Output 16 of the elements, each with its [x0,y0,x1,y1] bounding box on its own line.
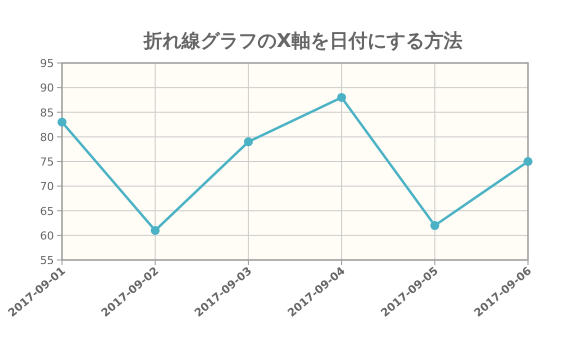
y-tick-label: 70 [40,180,54,194]
y-tick-label: 65 [40,204,54,218]
y-tick-label: 95 [40,57,54,70]
y-tick-label: 85 [40,106,54,120]
y-tick-label: 55 [40,254,54,267]
y-tick-label: 60 [40,229,54,242]
point [430,221,440,230]
point [244,137,253,146]
point [337,92,346,102]
y-tick-label: 90 [40,82,54,95]
y-tick-label: 80 [40,130,54,144]
y-tick-label: 75 [40,156,54,168]
point [524,157,532,166]
chart-title: 折れ線グラフのX軸を日付にする方法 [142,30,462,52]
point [150,226,160,235]
point [58,118,66,127]
